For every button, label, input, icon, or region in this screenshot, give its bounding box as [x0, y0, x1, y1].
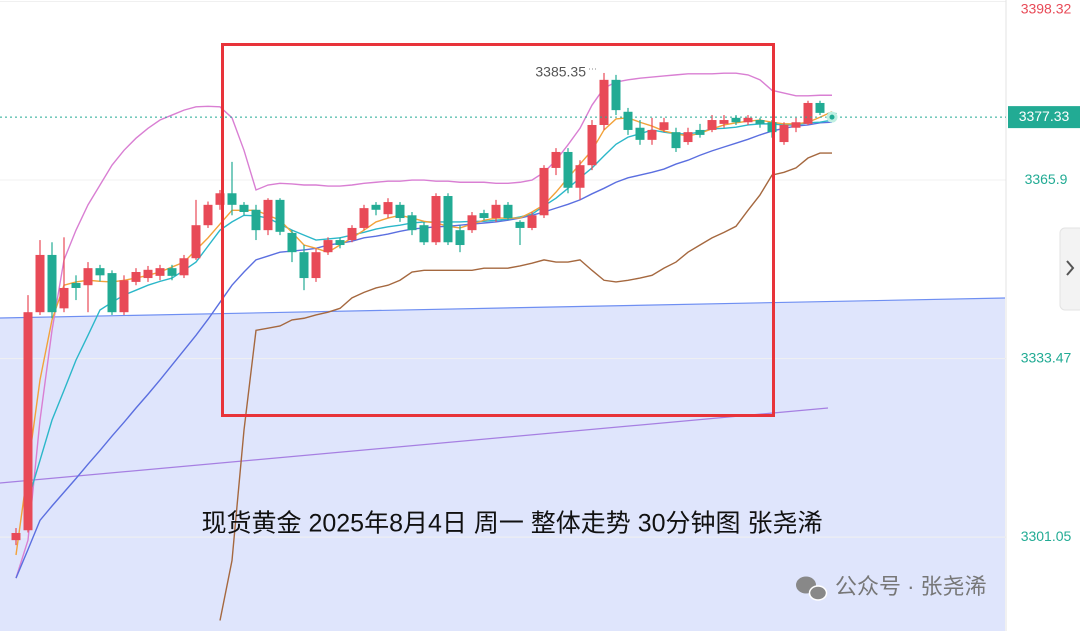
candle-body: [83, 268, 93, 286]
candle-body: [683, 132, 693, 143]
candle-body: [719, 120, 729, 124]
candle-body: [71, 283, 81, 288]
candle-body: [263, 199, 273, 231]
candle-body: [635, 127, 645, 140]
candle-body: [287, 232, 297, 253]
candle-body: [119, 280, 129, 313]
candle-body: [335, 240, 345, 246]
candle-body: [707, 120, 717, 130]
candle-body: [167, 268, 177, 276]
candle-body: [695, 129, 705, 135]
candle-body: [179, 258, 189, 276]
high-label: 3385.35: [535, 64, 586, 80]
last-price-dot: [826, 111, 838, 123]
candle-body: [779, 124, 789, 143]
side-button[interactable]: [1059, 227, 1080, 311]
candle-body: [191, 225, 201, 259]
candle-body: [671, 132, 681, 149]
candle-body: [251, 209, 261, 231]
candle-body: [203, 204, 213, 226]
indicator-line: [15, 72, 832, 579]
candle-body: [59, 287, 69, 309]
y-tick-label: 3333.47: [1021, 349, 1072, 365]
candle-body: [791, 122, 801, 128]
candle-body: [275, 199, 285, 232]
candle-body: [431, 196, 441, 243]
candle-body: [527, 215, 537, 228]
candle-body: [623, 111, 633, 130]
highlight-box: [221, 43, 775, 417]
candle-body: [647, 129, 657, 140]
candle-body: [563, 151, 573, 188]
candle-body: [95, 268, 105, 276]
candle-body: [239, 204, 249, 212]
candle-body: [659, 122, 669, 130]
y-tick-label: 3398.32: [1021, 1, 1072, 17]
candle-body: [383, 202, 393, 215]
watermark: 公众号 · 张尧浠: [835, 574, 987, 599]
candle-body: [575, 165, 585, 188]
candle-body: [371, 204, 381, 210]
candle-body: [539, 167, 549, 216]
plot: [0, 1, 1006, 621]
indicator-line: [219, 152, 832, 621]
candle-body: [479, 213, 489, 219]
candle-body: [467, 215, 477, 231]
long-ma-line: [0, 407, 829, 484]
candle-body: [755, 120, 765, 124]
candle-body: [359, 208, 369, 228]
candle-body: [407, 215, 417, 231]
candle-body: [227, 193, 237, 205]
candle-body: [419, 225, 429, 243]
candle-body: [455, 230, 465, 246]
candle-body: [803, 102, 813, 124]
candle-body: [491, 204, 501, 219]
y-tick-label: 3365.9: [1025, 171, 1068, 187]
candle-body: [11, 532, 21, 541]
candle-body: [299, 252, 309, 279]
candle-body: [503, 204, 513, 219]
candle-body: [743, 117, 753, 123]
candle-body: [347, 227, 357, 241]
chart-title: 现货黄金 2025年8月4日 周一 整体走势 30分钟图 张尧浠: [202, 510, 823, 538]
candle-body: [215, 193, 225, 205]
wechat-icon: [796, 576, 828, 601]
channel-line: [0, 297, 1006, 319]
candle-body: [311, 252, 321, 279]
candle-body: [731, 117, 741, 123]
candle-body: [323, 240, 333, 253]
channel-area: [0, 298, 1005, 631]
candle-body: [551, 151, 561, 168]
candle-body: [35, 254, 45, 313]
last-price-box: [1008, 106, 1080, 129]
candle-body: [611, 79, 621, 111]
candle-body: [599, 79, 609, 125]
candle-body: [587, 124, 597, 166]
candle-body: [131, 272, 141, 282]
candle-body: [107, 273, 117, 313]
candle-body: [47, 254, 57, 313]
y-tick-label: 3301.05: [1021, 528, 1072, 544]
candle-body: [155, 268, 165, 276]
candle-body: [23, 312, 33, 531]
last-price-label: 3377.33: [1019, 108, 1070, 124]
candle-body: [515, 221, 525, 228]
candle-body: [815, 102, 825, 113]
candle-body: [443, 196, 453, 243]
candle-body: [143, 269, 153, 279]
candle-body: [395, 204, 405, 219]
